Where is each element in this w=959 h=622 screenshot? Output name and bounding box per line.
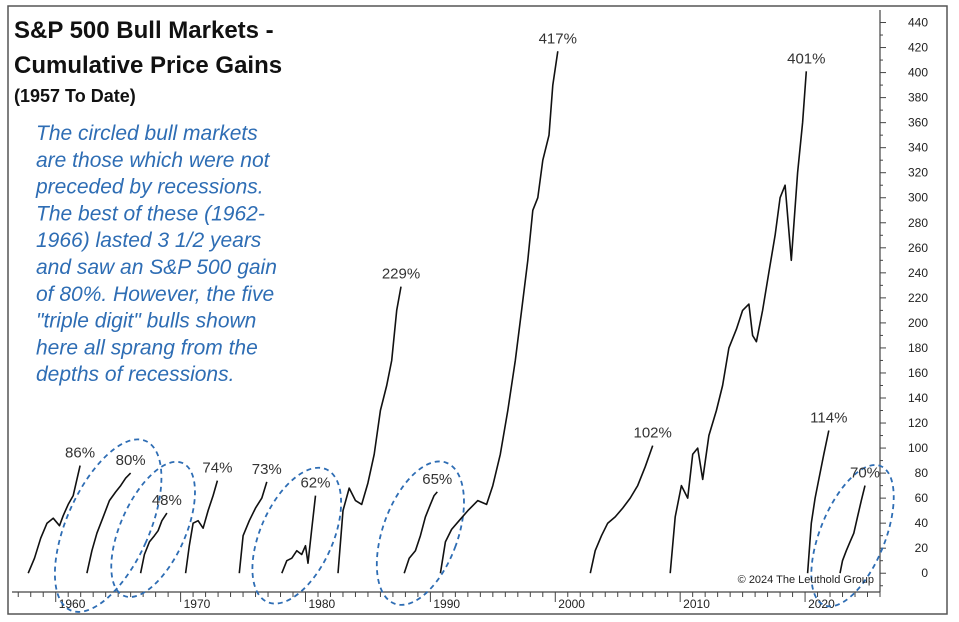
- bull-market-line: [27, 465, 81, 574]
- annotation-line: The best of these (1962-: [36, 202, 265, 225]
- annotation-line: The circled bull markets: [36, 122, 258, 145]
- y-tick-label: 240: [908, 266, 928, 280]
- y-tick-label: 20: [915, 541, 929, 555]
- chart-title-line2: Cumulative Price Gains: [14, 52, 282, 79]
- y-tick-label: 380: [908, 91, 928, 105]
- y-tick-label: 100: [908, 441, 928, 455]
- bull-market-line: [238, 481, 268, 574]
- circled-market-ellipse: [54, 438, 163, 613]
- copyright-credit: © 2024 The Leuthold Group: [738, 574, 874, 586]
- y-tick-label: 360: [908, 116, 928, 130]
- peak-label: 102%: [634, 425, 672, 442]
- circled-market-ellipse: [810, 464, 895, 608]
- bull-market-line: [337, 286, 402, 574]
- annotation-line: and saw an S&P 500 gain: [36, 256, 277, 279]
- bull-market-line: [589, 445, 654, 574]
- bull-market-line: [839, 485, 866, 574]
- chart-subtitle: (1957 To Date): [14, 86, 136, 106]
- y-axis: 0 20 40 60 80 100 120 140 160 180 200 220 240 260 280 3…: [880, 16, 929, 587]
- bull-market-line: [403, 491, 438, 574]
- annotation-line: are those which were not: [36, 149, 271, 172]
- y-tick-label: 40: [915, 516, 929, 530]
- y-tick-label: 440: [908, 16, 928, 30]
- bull-market-line: [184, 480, 219, 574]
- y-tick-label: 420: [908, 41, 928, 55]
- y-tick-label: 180: [908, 341, 928, 355]
- bull-market-line: [439, 51, 559, 574]
- bull-market-line: [86, 472, 132, 574]
- peak-label: 73%: [252, 461, 282, 478]
- y-tick-label: 80: [915, 466, 929, 480]
- peak-label: 80%: [116, 452, 146, 469]
- circled-market-ellipse: [375, 460, 465, 606]
- y-tick-label: 0: [921, 566, 928, 580]
- y-tick-label: 200: [908, 316, 928, 330]
- bull-market-line: [806, 430, 830, 574]
- y-tick-label: 140: [908, 391, 928, 405]
- peak-label: 48%: [152, 492, 182, 509]
- y-tick-label: 120: [908, 416, 928, 430]
- y-tick-label: 280: [908, 216, 928, 230]
- annotation-line: here all sprang from the: [36, 336, 258, 359]
- peak-label: 401%: [787, 50, 825, 67]
- bull-market-series: [27, 51, 866, 574]
- bull-market-line: [139, 512, 168, 574]
- peak-label: 417%: [539, 30, 577, 47]
- peak-label: 86%: [65, 445, 95, 462]
- chart-border: [7, 5, 948, 615]
- y-tick-label: 160: [908, 366, 928, 380]
- x-tick-label: 1980: [308, 597, 335, 611]
- y-tick-label: 320: [908, 166, 928, 180]
- x-tick-label: 1960: [59, 597, 86, 611]
- annotation-line: preceded by recessions.: [35, 176, 264, 199]
- x-tick-label: 1970: [184, 597, 211, 611]
- bull-market-line: [281, 495, 317, 574]
- circled-market-ellipse: [110, 460, 196, 598]
- y-tick-label: 300: [908, 191, 928, 205]
- peak-label: 62%: [300, 475, 330, 492]
- peak-label: 74%: [202, 460, 232, 477]
- peak-label: 70%: [850, 465, 880, 482]
- annotation-line: depths of recessions.: [36, 363, 234, 386]
- x-tick-label: 2000: [558, 597, 585, 611]
- x-tick-label: 2010: [683, 597, 710, 611]
- peak-labels: 86% 80% 48% 74% 73% 62% 229% 65% 417% 102% 401% 114…: [65, 30, 880, 509]
- bull-market-line: [669, 71, 808, 574]
- y-tick-label: 260: [908, 241, 928, 255]
- y-tick-label: 340: [908, 141, 928, 155]
- annotation-text: The circled bull markets are those which …: [35, 122, 277, 386]
- x-axis: 1960 1970 1980 1990 2000 2010 2020: [17, 592, 881, 611]
- annotation-line: 1966) lasted 3 1/2 years: [36, 229, 262, 252]
- y-tick-label: 400: [908, 66, 928, 80]
- x-tick-label: 1990: [433, 597, 460, 611]
- peak-label: 229%: [382, 266, 420, 283]
- y-tick-label: 220: [908, 291, 928, 305]
- annotation-line: of 80%. However, the five: [36, 283, 274, 306]
- peak-label: 65%: [422, 471, 452, 488]
- annotation-line: "triple digit" bulls shown: [36, 310, 256, 333]
- peak-label: 114%: [810, 410, 847, 427]
- y-tick-label: 60: [915, 491, 929, 505]
- chart-title: S&P 500 Bull Markets -: [14, 17, 274, 44]
